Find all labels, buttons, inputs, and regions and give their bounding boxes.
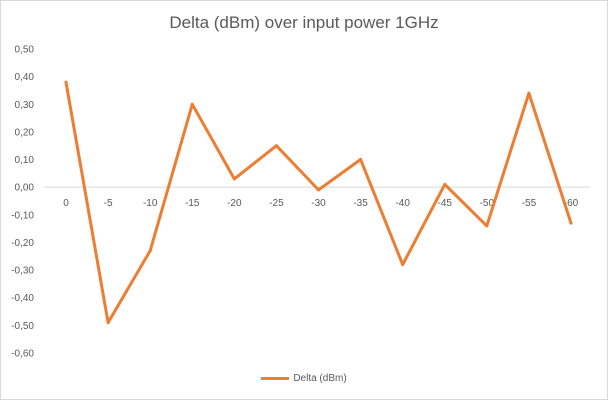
data-point	[148, 249, 152, 253]
legend-swatch	[261, 377, 290, 380]
chart-title: Delta (dBm) over input power 1GHz	[169, 13, 439, 32]
x-tick-label: 0	[63, 198, 69, 209]
x-tick-label: -60	[564, 198, 579, 209]
data-point	[443, 182, 447, 186]
y-tick-label: -0,50	[11, 321, 34, 332]
data-point	[401, 263, 405, 267]
x-tick-label: -35	[353, 198, 368, 209]
x-tick-label: -55	[522, 198, 537, 209]
x-tick-label: -10	[143, 198, 158, 209]
x-tick-label: -40	[395, 198, 410, 209]
y-tick-label: -0,20	[11, 238, 34, 249]
data-point	[190, 102, 194, 106]
y-tick-label: -0,10	[11, 210, 34, 221]
x-tick-label: -45	[438, 198, 453, 209]
y-tick-label: 0,00	[15, 183, 35, 194]
y-tick-label: 0,50	[15, 45, 35, 56]
series-lines	[64, 80, 573, 325]
data-point	[569, 221, 573, 225]
x-tick-label: -15	[185, 198, 200, 209]
y-tick-label: 0,20	[15, 127, 35, 138]
x-tick-label: -50	[480, 198, 495, 209]
y-tick-label: 0,30	[15, 100, 35, 111]
x-tick-label: -30	[311, 198, 326, 209]
y-tick-label: 0,40	[15, 72, 35, 83]
data-point	[485, 224, 489, 228]
y-axis-tick-labels: 0,50 0,40 0,30 0,20 0,10 0,00 -0,10 -0,20 -0,30 -…	[11, 45, 34, 360]
x-tick-label: -5	[104, 198, 113, 209]
y-tick-label: -0,40	[11, 293, 34, 304]
x-tick-label: -25	[269, 198, 284, 209]
data-point	[317, 188, 320, 192]
data-point	[106, 321, 110, 325]
legend: Delta (dBm)	[0, 373, 608, 384]
data-point	[64, 80, 68, 84]
data-point	[527, 91, 531, 95]
data-point	[274, 144, 278, 148]
y-tick-label: -0,30	[11, 266, 34, 277]
data-point	[232, 177, 236, 181]
x-tick-label: -20	[227, 198, 242, 209]
legend-label: Delta (dBm)	[293, 373, 347, 384]
y-tick-label: -0,60	[11, 349, 34, 360]
data-point	[359, 158, 363, 162]
y-tick-label: 0,10	[15, 155, 35, 166]
